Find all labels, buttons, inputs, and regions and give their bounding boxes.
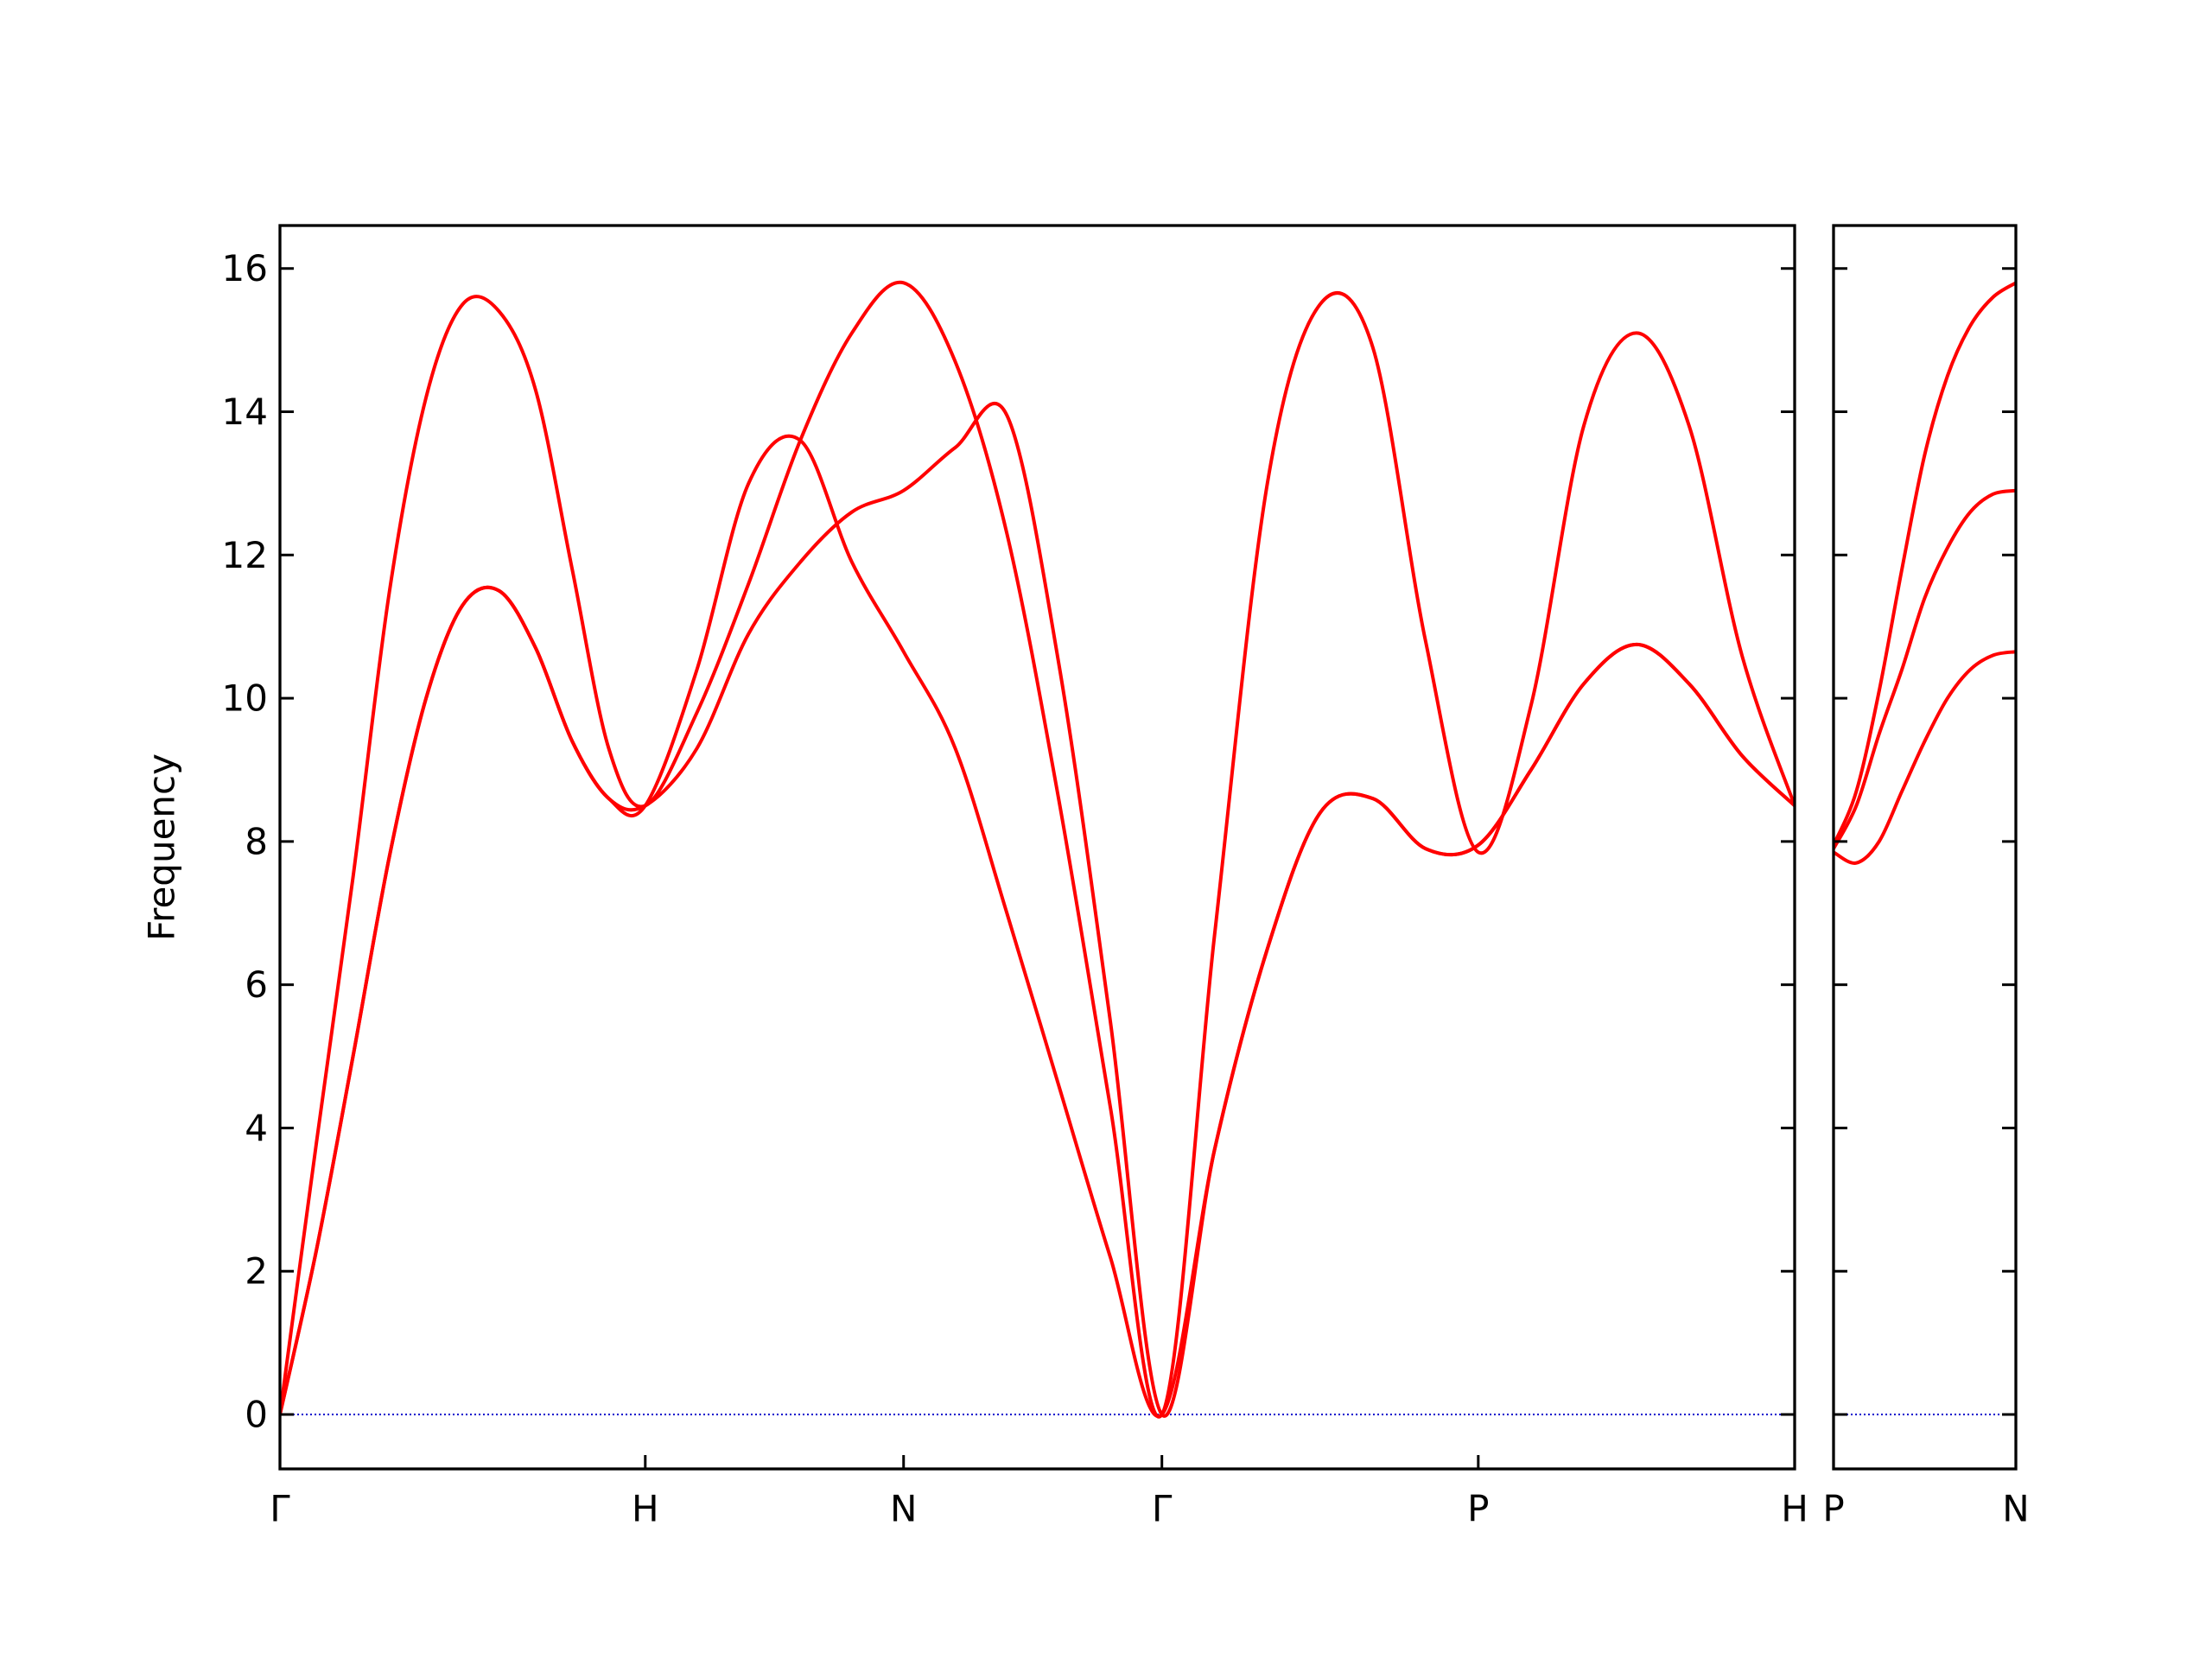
x-tick-label: Γ bbox=[1152, 1488, 1173, 1530]
x-tick-label: H bbox=[632, 1488, 659, 1530]
y-tick-label: 10 bbox=[222, 677, 268, 720]
x-tick-label: N bbox=[2002, 1488, 2029, 1530]
band-line bbox=[280, 280, 1795, 1419]
data-layer bbox=[280, 280, 1795, 1419]
y-tick-label: 14 bbox=[222, 391, 268, 433]
y-tick-label: 2 bbox=[245, 1250, 268, 1293]
y-tick-label: 16 bbox=[222, 247, 268, 289]
x-tick-label: N bbox=[890, 1488, 917, 1530]
band-line bbox=[1834, 488, 2016, 850]
band-line bbox=[280, 434, 1795, 1419]
axes-frame bbox=[278, 224, 1796, 1471]
panel: 0 2 4 6 8 10 12 14 16 Γ H N Γ P H Frequency bbox=[141, 224, 1808, 1530]
y-tick-label: 6 bbox=[245, 963, 268, 1006]
data-layer bbox=[1834, 281, 2016, 865]
y-tick-label: 0 bbox=[245, 1394, 268, 1436]
band-line bbox=[1834, 650, 2016, 865]
x-tick-label: P bbox=[1467, 1488, 1489, 1530]
band-line bbox=[1834, 281, 2016, 846]
x-tick-label: P bbox=[1822, 1488, 1844, 1530]
y-axis-label: Frequency bbox=[141, 753, 183, 941]
x-tick-label: Γ bbox=[270, 1488, 290, 1530]
y-tick-label: 4 bbox=[245, 1107, 268, 1149]
x-tick-label: H bbox=[1781, 1488, 1808, 1530]
band-line bbox=[280, 402, 1795, 1418]
axes-frame bbox=[1832, 224, 2018, 1471]
y-tick-label: 8 bbox=[245, 820, 268, 862]
y-tick-label: 12 bbox=[222, 534, 268, 576]
